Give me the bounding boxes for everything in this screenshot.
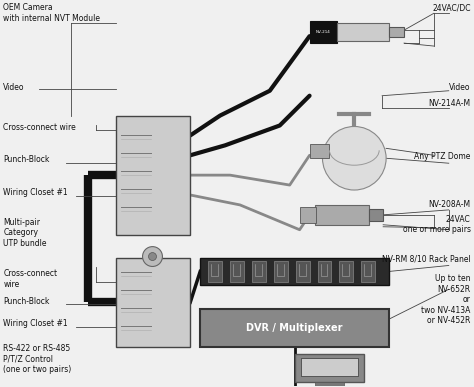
Bar <box>300 207 316 223</box>
Text: 24VAC
one or more pairs: 24VAC one or more pairs <box>402 215 471 234</box>
Text: Cross-connect
wire: Cross-connect wire <box>3 269 57 289</box>
Bar <box>116 116 190 235</box>
Bar <box>296 260 310 283</box>
Text: Any PTZ Dome: Any PTZ Dome <box>414 152 471 161</box>
Bar <box>315 205 369 225</box>
Bar <box>295 354 364 382</box>
Bar <box>318 260 331 283</box>
Text: Up to ten
NV-652R
or
two NV-413A
or NV-452R: Up to ten NV-652R or two NV-413A or NV-4… <box>421 274 471 325</box>
Text: 24VAC/DC: 24VAC/DC <box>432 3 471 12</box>
Bar <box>200 257 389 285</box>
Circle shape <box>322 127 386 190</box>
Circle shape <box>148 253 156 260</box>
Bar <box>369 209 383 221</box>
Bar <box>274 260 288 283</box>
Bar <box>230 260 244 283</box>
Bar <box>208 260 222 283</box>
Bar <box>252 260 266 283</box>
Bar <box>337 23 389 41</box>
Text: Video: Video <box>3 83 25 92</box>
Text: NV-214A-M: NV-214A-M <box>428 99 471 108</box>
Text: DVR / Multiplexer: DVR / Multiplexer <box>246 323 343 333</box>
Text: Cross-connect wire: Cross-connect wire <box>3 123 76 132</box>
Text: Wiring Closet #1: Wiring Closet #1 <box>3 319 68 328</box>
Bar <box>315 382 345 387</box>
Text: Punch-Block: Punch-Block <box>3 155 50 164</box>
Bar <box>339 260 353 283</box>
Bar <box>116 257 190 347</box>
Bar <box>200 309 389 347</box>
Text: Punch-Block: Punch-Block <box>3 297 50 306</box>
Text: Video: Video <box>449 83 471 92</box>
Text: NV-214: NV-214 <box>316 30 331 34</box>
Text: Multi-pair
Category
UTP bundle: Multi-pair Category UTP bundle <box>3 218 47 248</box>
Text: RS-422 or RS-485
P/T/Z Control
(one or two pairs): RS-422 or RS-485 P/T/Z Control (one or t… <box>3 344 72 374</box>
Bar <box>310 21 337 43</box>
Text: OEM Camera
with internal NVT Module: OEM Camera with internal NVT Module <box>3 3 100 23</box>
Circle shape <box>143 247 163 267</box>
Text: NV-208A-M: NV-208A-M <box>428 200 471 209</box>
Text: Wiring Closet #1: Wiring Closet #1 <box>3 188 68 197</box>
Bar <box>310 144 329 158</box>
Bar <box>361 260 375 283</box>
Bar <box>301 358 358 376</box>
Text: NV-RM 8/10 Rack Panel: NV-RM 8/10 Rack Panel <box>382 255 471 264</box>
Bar <box>389 27 404 37</box>
